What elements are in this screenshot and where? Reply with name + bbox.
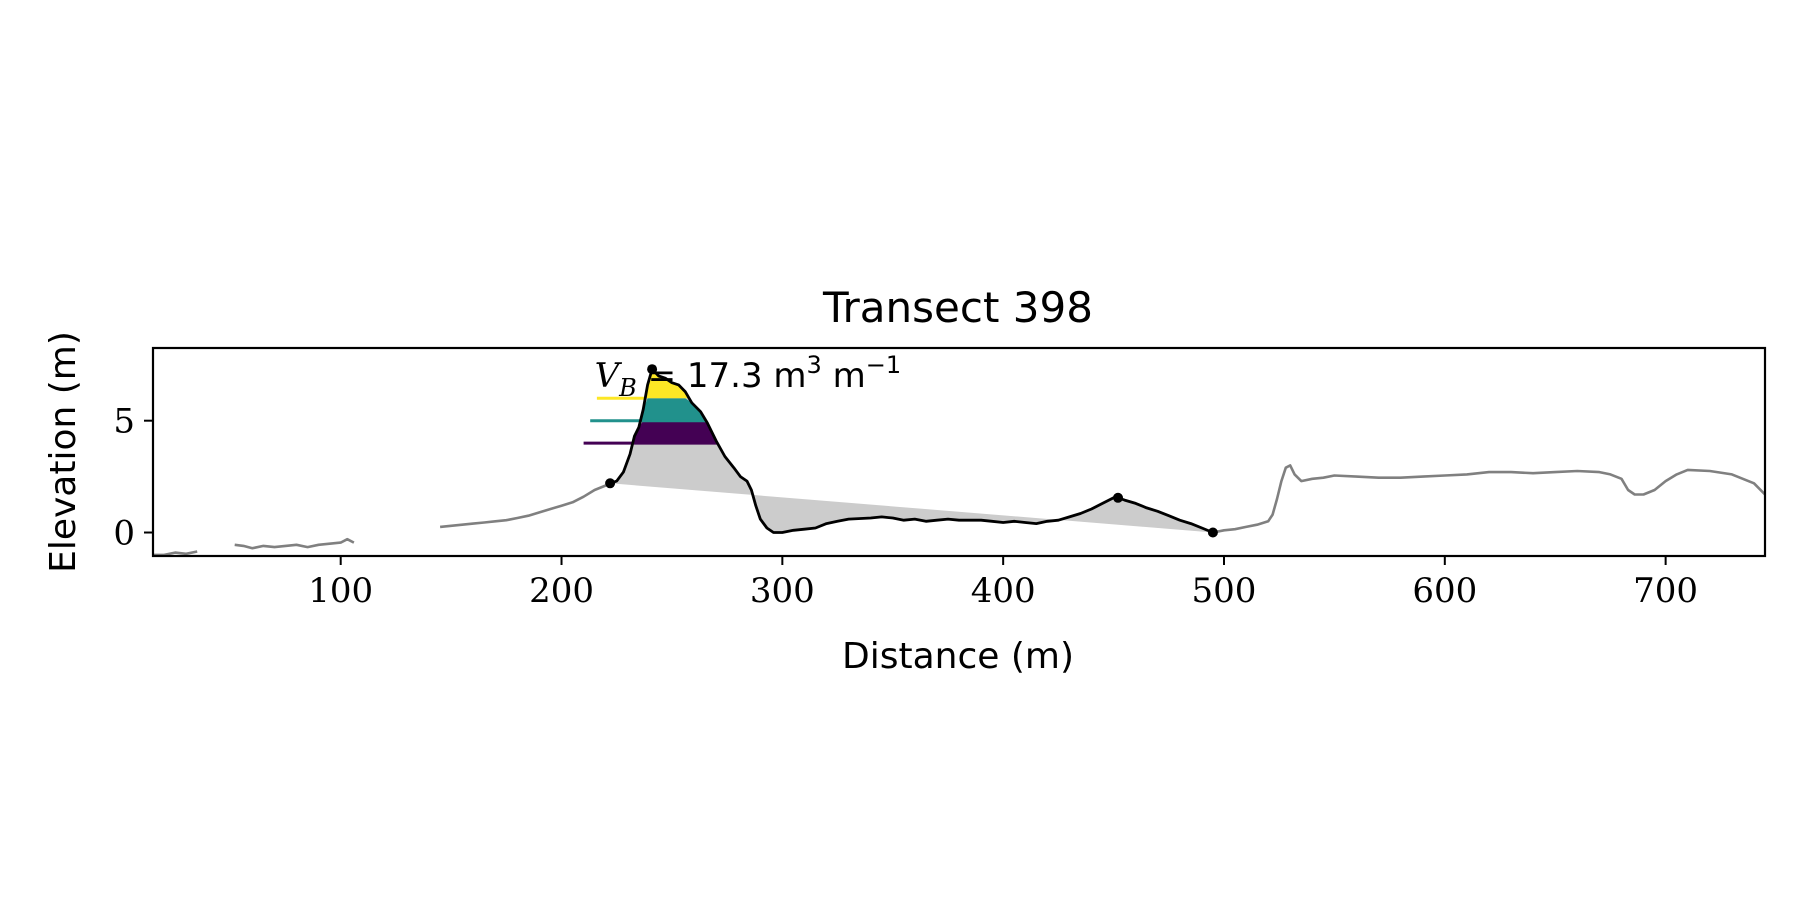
chart-title: Transect 398 [822, 283, 1093, 332]
annotation-unit: m [822, 356, 866, 396]
x-tick-label-400: 400 [971, 571, 1036, 611]
annotation-variable: V [595, 356, 623, 396]
profile-marker-1 [605, 478, 616, 489]
x-tick-label-600: 600 [1412, 571, 1477, 611]
y-axis: 05 [113, 402, 153, 554]
background-profile-segment-1 [153, 550, 198, 556]
x-tick-label-100: 100 [308, 571, 373, 611]
plot-frame [151, 346, 1767, 558]
background-profile-segment-2 [234, 537, 355, 550]
annotation-value: = 17.3 m [637, 356, 807, 396]
x-tick-label-300: 300 [750, 571, 815, 611]
x-tick-label-200: 200 [529, 571, 594, 611]
plot-area [153, 364, 1765, 556]
profile-marker-4 [1207, 527, 1218, 538]
annotation-sup-2: −1 [866, 351, 901, 379]
x-tick-label-700: 700 [1633, 571, 1698, 611]
dune-profile-line [609, 367, 1214, 534]
x-axis-label: Distance (m) [842, 636, 1074, 677]
background-profile-segment-3 [439, 484, 607, 529]
x-axis: 100 200 300 400 500 600 700 [308, 556, 1698, 611]
markers-layer [605, 364, 1218, 538]
annotation-sup-1: 3 [807, 351, 822, 379]
level-band-2 [640, 398, 706, 421]
x-tick-label-500: 500 [1192, 571, 1257, 611]
annotation-subscript: B [618, 374, 637, 402]
level-band-1 [632, 420, 718, 444]
y-axis-label: Elevation (m) [43, 331, 84, 573]
y-tick-label-0: 0 [113, 514, 135, 554]
profile-lines-layer [153, 367, 1765, 556]
profile-marker-3 [1113, 492, 1123, 503]
y-tick-label-5: 5 [113, 402, 135, 442]
level-fill-layer [583, 369, 718, 445]
background-profile-segment-4 [1212, 464, 1765, 534]
volume-annotation: VB = 17.3 m3 m−1 [595, 351, 902, 402]
profile-marker-2 [647, 364, 658, 375]
level-band-3 [645, 369, 690, 399]
